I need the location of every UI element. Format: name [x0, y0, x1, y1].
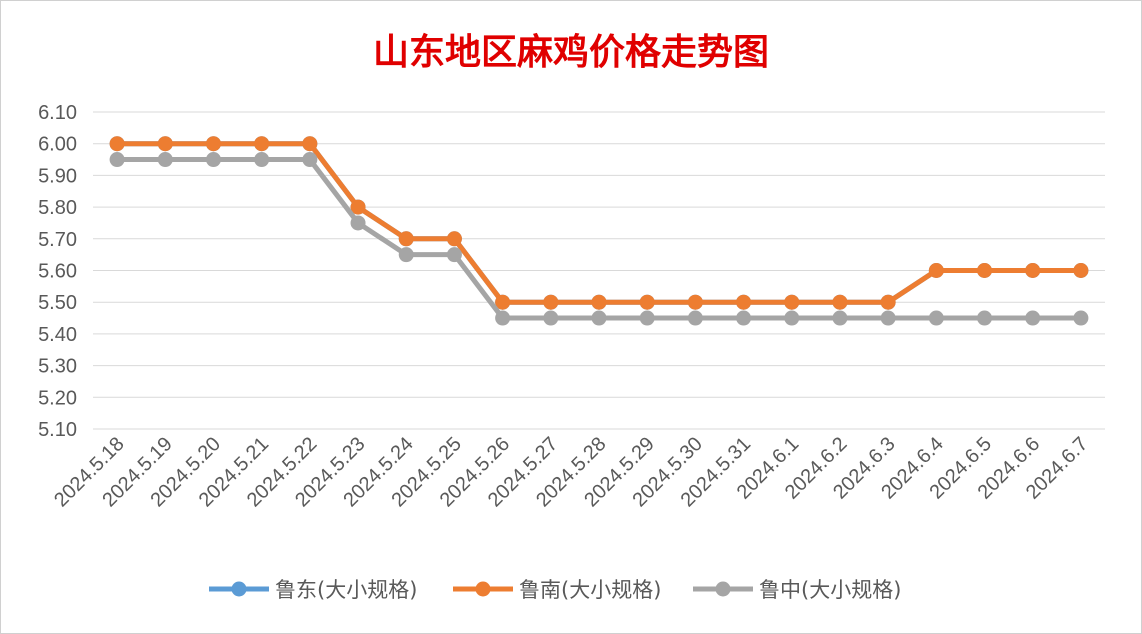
legend-label: 鲁南(大小规格): [519, 578, 661, 602]
data-point[interactable]: [1025, 310, 1041, 326]
data-point[interactable]: [977, 263, 993, 278]
y-tick-label: 5.20: [38, 387, 77, 409]
data-point[interactable]: [350, 215, 366, 231]
chart-title: 山东地区麻鸡价格走势图: [372, 31, 769, 73]
data-point[interactable]: [302, 152, 318, 168]
data-point[interactable]: [350, 199, 366, 215]
data-point[interactable]: [784, 294, 800, 310]
y-tick-label: 5.30: [38, 356, 77, 378]
data-point[interactable]: [639, 294, 655, 310]
y-tick-label: 6.10: [38, 102, 77, 124]
legend[interactable]: 鲁东(大小规格) 鲁南(大小规格) 鲁中(大小规格): [209, 578, 901, 602]
legend-marker: [715, 581, 731, 597]
legend-label: 鲁东(大小规格): [275, 578, 417, 602]
data-point[interactable]: [736, 310, 752, 326]
data-point[interactable]: [254, 136, 270, 152]
data-point[interactable]: [157, 136, 173, 152]
data-point[interactable]: [736, 294, 752, 310]
legend-marker: [231, 581, 247, 597]
y-tick-label: 5.10: [38, 419, 77, 441]
data-point[interactable]: [157, 152, 173, 168]
data-point[interactable]: [1073, 310, 1089, 326]
data-point[interactable]: [591, 310, 607, 326]
data-point[interactable]: [832, 294, 848, 310]
y-tick-label: 5.60: [38, 261, 77, 283]
data-point[interactable]: [495, 294, 511, 310]
data-point[interactable]: [109, 136, 125, 152]
data-point[interactable]: [880, 310, 896, 326]
data-point[interactable]: [302, 136, 318, 152]
y-tick-label: 6.00: [38, 134, 77, 156]
data-point[interactable]: [543, 294, 559, 310]
series-group: [109, 136, 1089, 326]
data-point[interactable]: [639, 310, 655, 326]
data-point[interactable]: [543, 310, 559, 326]
data-point[interactable]: [687, 310, 703, 326]
y-tick-label: 5.80: [38, 197, 77, 219]
y-tick-label: 5.50: [38, 292, 77, 314]
legend-item[interactable]: 鲁东(大小规格): [209, 578, 417, 602]
data-point[interactable]: [832, 310, 848, 326]
data-point[interactable]: [398, 231, 414, 247]
y-tick-label: 5.90: [38, 165, 77, 187]
data-point[interactable]: [591, 294, 607, 310]
data-point[interactable]: [977, 310, 993, 326]
y-tick-label: 5.40: [38, 324, 77, 346]
data-point[interactable]: [205, 136, 221, 152]
data-point[interactable]: [880, 294, 896, 310]
legend-marker: [475, 581, 491, 597]
data-point[interactable]: [928, 310, 944, 326]
series-line: [117, 141, 1081, 305]
data-point[interactable]: [928, 263, 944, 278]
series-1: [109, 136, 1089, 310]
data-point[interactable]: [784, 310, 800, 326]
series-2: [109, 152, 1089, 326]
y-tick-label: 5.70: [38, 229, 77, 251]
data-point[interactable]: [398, 247, 414, 263]
series-line: [117, 141, 1081, 305]
x-axis-ticks: 2024.5.182024.5.192024.5.202024.5.212024…: [50, 433, 1092, 511]
data-point[interactable]: [446, 247, 462, 263]
y-axis-ticks: 6.10 6.00 5.90 5.80 5.70 5.60 5.50 5.40 5.30 5.20…: [38, 102, 77, 441]
data-point[interactable]: [687, 294, 703, 310]
data-point[interactable]: [254, 152, 270, 168]
legend-label: 鲁中(大小规格): [759, 578, 901, 602]
legend-item[interactable]: 鲁中(大小规格): [693, 578, 901, 602]
data-point[interactable]: [495, 310, 511, 326]
data-point[interactable]: [446, 231, 462, 247]
legend-item[interactable]: 鲁南(大小规格): [453, 578, 661, 602]
data-point[interactable]: [109, 152, 125, 168]
data-point[interactable]: [1025, 263, 1041, 278]
data-point[interactable]: [205, 152, 221, 168]
data-point[interactable]: [1073, 263, 1089, 278]
